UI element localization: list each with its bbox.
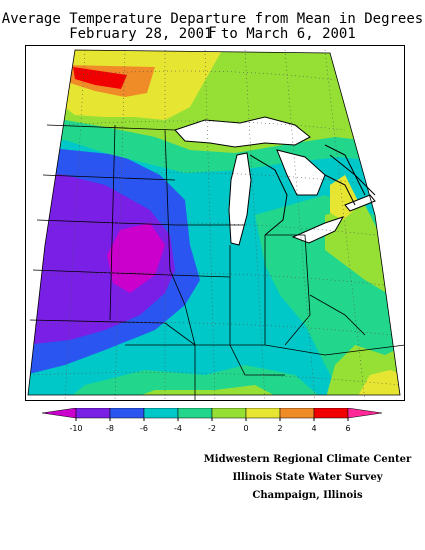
legend-bin xyxy=(109,408,145,419)
credit-line-2: Illinois State Water Survey xyxy=(232,472,383,483)
legend-bars xyxy=(41,408,383,419)
map-frame xyxy=(25,45,405,401)
lake-shorelines xyxy=(174,116,376,246)
legend-tick-label: 6 xyxy=(345,424,350,433)
legend-bin xyxy=(177,408,213,419)
lake-ontario xyxy=(345,195,375,211)
domain-outline xyxy=(27,49,401,396)
legend-bin xyxy=(143,408,179,419)
lake-huron xyxy=(277,150,325,195)
legend-tick-label: 0 xyxy=(243,424,248,433)
legend-tick-label: -4 xyxy=(174,424,182,433)
legend-bin xyxy=(347,408,383,419)
legend-tick-label: 4 xyxy=(311,424,316,433)
contour-fill-4-6 xyxy=(73,67,127,89)
credit-line-1: Midwestern Regional Climate Center xyxy=(203,454,412,465)
legend-bin xyxy=(313,408,349,419)
graticule xyxy=(29,49,401,401)
legend-tick-label: -6 xyxy=(140,424,148,433)
temperature-departure-map xyxy=(25,45,405,401)
legend-tick-label: -10 xyxy=(69,424,82,433)
map-subtitle: February 28, 2001 to March 6, 2001 xyxy=(69,26,356,42)
contour-fill-south-neg2-0 xyxy=(125,385,285,395)
legend-tick-label: -2 xyxy=(208,424,216,433)
legend-tick-label: 2 xyxy=(277,424,282,433)
lake-michigan xyxy=(229,153,251,245)
legend-bin xyxy=(279,408,315,419)
lake-superior xyxy=(175,117,310,147)
map-title: Average Temperature Departure from Mean … xyxy=(1,11,424,41)
legend-bin xyxy=(41,408,77,419)
contour-fill-east-neg2-0 xyxy=(325,205,390,295)
lake-erie xyxy=(293,217,343,243)
color-legend: -10 -8 -6 -4 -2 0 2 4 6 xyxy=(41,408,383,433)
legend-bin xyxy=(211,408,247,419)
legend-bin xyxy=(245,408,281,419)
legend-ticks: -10 -8 -6 -4 -2 0 2 4 6 xyxy=(69,418,351,433)
contour-fill-neg10-neg8 xyxy=(28,170,175,345)
state-boundaries xyxy=(29,124,405,401)
credit-line-3: Champaign, Illinois xyxy=(252,490,363,501)
legend-tick-label: -8 xyxy=(106,424,114,433)
legend-bin xyxy=(75,408,111,419)
contour-fill-southeast-0-2 xyxy=(355,370,400,395)
contour-fill-below-neg10 xyxy=(107,223,165,293)
